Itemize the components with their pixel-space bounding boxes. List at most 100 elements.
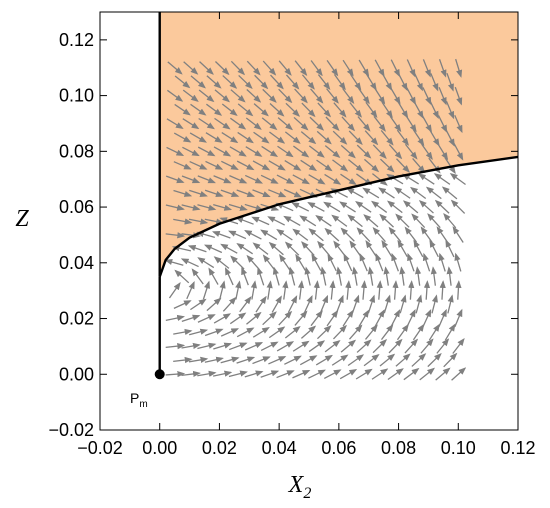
- stream-arrow: [222, 296, 237, 312]
- stream-arrow: [252, 356, 271, 365]
- y-tick-label: 0.10: [59, 86, 94, 106]
- stream-arrow: [336, 266, 343, 286]
- stream-arrow: [356, 144, 372, 159]
- stream-arrow: [449, 172, 466, 186]
- stream-arrow: [213, 146, 232, 157]
- y-tick-label: 0.12: [59, 30, 94, 50]
- stream-arrow: [260, 341, 279, 352]
- y-tick-label: −0.02: [48, 420, 94, 440]
- stream-arrow: [257, 266, 265, 286]
- stream-arrow: [214, 61, 230, 76]
- stream-arrow: [427, 352, 442, 368]
- stream-arrow: [241, 266, 249, 286]
- x-tick-label: 0.04: [262, 438, 297, 458]
- stream-arrow: [351, 294, 360, 314]
- stream-arrow: [253, 131, 270, 144]
- stream-arrow: [331, 214, 348, 227]
- stream-arrow: [454, 252, 462, 272]
- stream-arrow: [313, 280, 320, 300]
- stream-arrow: [165, 314, 185, 322]
- stream-arrow: [335, 294, 344, 314]
- stream-arrow: [332, 324, 347, 340]
- stream-arrow: [276, 174, 295, 185]
- labels: Z X2 Pm: [15, 206, 311, 502]
- stream-arrow: [183, 61, 199, 75]
- stream-arrow: [253, 103, 269, 117]
- stream-arrow: [189, 328, 209, 336]
- stream-arrow: [211, 231, 231, 239]
- stream-arrow: [339, 369, 358, 380]
- stream-arrow: [415, 294, 423, 314]
- stream-arrow: [228, 230, 247, 240]
- stream-arrow: [202, 280, 210, 300]
- stream-arrow: [197, 257, 215, 269]
- stream-arrow: [404, 338, 419, 354]
- stream-arrow: [277, 117, 293, 131]
- stream-arrow: [205, 160, 224, 170]
- stream-arrow: [371, 200, 388, 213]
- x-tick-label: 0.06: [321, 438, 356, 458]
- x-axis-label: X2: [288, 472, 312, 502]
- stream-arrow: [347, 214, 363, 228]
- stream-arrow: [266, 280, 273, 300]
- stream-arrow: [262, 88, 277, 103]
- stream-arrow: [446, 72, 454, 92]
- stream-arrow: [372, 144, 387, 159]
- stream-arrow: [392, 280, 399, 300]
- stream-arrow: [417, 173, 435, 185]
- stream-arrow: [319, 294, 328, 314]
- stream-arrow: [268, 326, 286, 339]
- stream-arrow: [433, 173, 451, 185]
- stream-arrow: [390, 87, 401, 105]
- stream-arrow: [452, 226, 464, 243]
- stream-arrow: [268, 241, 284, 256]
- stream-arrows: [164, 58, 467, 381]
- stream-arrow: [399, 266, 406, 286]
- y-tick-label: 0.08: [59, 141, 94, 161]
- stream-arrow: [378, 187, 395, 199]
- stream-arrow: [292, 370, 311, 379]
- stream-arrow: [284, 131, 301, 144]
- stream-arrow: [403, 367, 420, 381]
- stream-arrow: [406, 59, 416, 78]
- stream-arrow: [167, 61, 183, 75]
- stream-arrow: [308, 340, 326, 353]
- stream-arrow: [236, 327, 255, 338]
- fixed-point-marker: [154, 369, 165, 380]
- stream-arrow: [222, 75, 238, 89]
- stream-arrow: [396, 158, 411, 173]
- stream-arrow: [278, 310, 293, 326]
- stream-arrow: [250, 280, 257, 300]
- stream-arrow: [190, 298, 207, 311]
- stream-arrow: [244, 230, 262, 240]
- stream-arrow: [230, 89, 246, 103]
- stream-arrow: [326, 309, 339, 327]
- stream-arrow: [379, 158, 395, 173]
- stream-arrow: [358, 59, 370, 77]
- stream-arrow: [301, 74, 315, 90]
- stream-arrow: [447, 294, 454, 314]
- stream-arrow: [287, 295, 298, 313]
- stream-arrow: [235, 217, 254, 225]
- stream-arrow: [173, 161, 192, 170]
- stream-arrow: [294, 310, 308, 326]
- stream-arrow: [181, 314, 201, 322]
- stream-arrow: [295, 253, 306, 271]
- stream-arrow: [270, 74, 284, 90]
- stream-arrow: [316, 325, 332, 340]
- stream-arrow: [165, 175, 185, 184]
- stream-arrow: [429, 101, 439, 120]
- stream-arrow: [347, 354, 365, 367]
- stream-arrow: [245, 117, 262, 130]
- stream-arrow: [238, 74, 253, 90]
- stream-arrow: [388, 338, 403, 354]
- stream-arrow: [168, 282, 181, 299]
- stream-arrow: [166, 146, 185, 156]
- stream-arrow: [285, 102, 301, 117]
- stream-arrow: [276, 229, 293, 241]
- stream-arrow: [221, 103, 238, 117]
- stream-arrow: [441, 186, 458, 200]
- stream-arrow: [454, 86, 463, 106]
- stream-arrow: [206, 103, 223, 116]
- stream-arrow: [331, 354, 349, 366]
